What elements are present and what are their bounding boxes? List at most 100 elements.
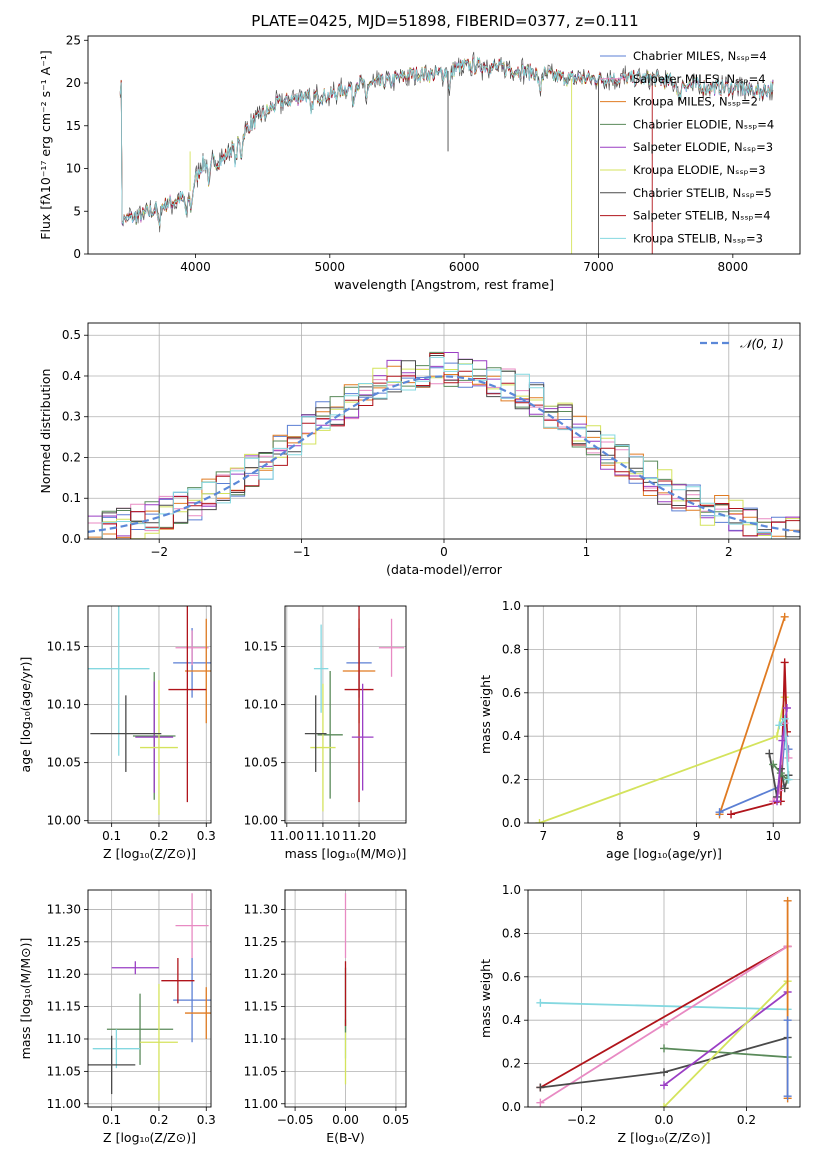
weight-marker <box>783 1092 792 1101</box>
y-tick-label: 5 <box>73 204 81 218</box>
x-tick-label: 0.05 <box>383 1113 410 1127</box>
y-tick-label: 10.00 <box>244 814 278 828</box>
weight-marker <box>535 819 544 823</box>
x-axis-label: mass [log₁₀(M/M⊙)] <box>285 846 407 861</box>
weight-marker <box>784 753 793 762</box>
x-axis-label: Z [log₁₀(Z/Z⊙)] <box>103 846 196 861</box>
legend-label: Salpeter STELIB, Nₛₛₚ=4 <box>633 209 771 223</box>
weight-marker <box>778 736 787 745</box>
x-axis-label: Z [log₁₀(Z/Z⊙)] <box>103 1130 196 1145</box>
y-tick-label: 0.2 <box>62 450 81 464</box>
weight-marker <box>765 749 774 758</box>
weight-marker <box>769 760 778 769</box>
legend-label: Salpeter ELODIE, Nₛₛₚ=3 <box>633 140 773 154</box>
weight-marker <box>780 658 789 667</box>
x-tick-label: 7000 <box>583 260 614 274</box>
plot-area-mass-age <box>304 606 405 812</box>
axes-frame <box>87 605 212 824</box>
x-tick-label: −1 <box>293 545 311 559</box>
x-tick-label: 0.1 <box>102 829 121 843</box>
weight-marker <box>780 714 789 723</box>
legend-label: Chabrier ELODIE, Nₛₛₚ=4 <box>633 117 774 131</box>
y-tick-label: 11.30 <box>47 902 81 916</box>
legend-label: Chabrier MILES, Nₛₛₚ=4 <box>633 49 767 63</box>
y-tick-label: 10.05 <box>47 756 81 770</box>
legend-label: Chabrier STELIB, Nₛₛₚ=5 <box>633 186 772 200</box>
weight-marker <box>715 808 724 817</box>
axes-frame <box>87 889 212 1108</box>
y-axis-label: mass weight <box>478 959 493 1038</box>
x-tick-label: 11.20 <box>342 829 376 843</box>
x-tick-label: 0.3 <box>197 1113 216 1127</box>
y-tick-label: 0.2 <box>502 1057 521 1071</box>
spectrum-series-8 <box>119 56 774 227</box>
weight-marker <box>783 1016 792 1025</box>
y-tick-label: 0.4 <box>502 1013 521 1027</box>
y-axis-label: mass weight <box>478 675 493 754</box>
spectrum-legend: Chabrier MILES, Nₛₛₚ=4 Salpeter MILES, Nₛ… <box>600 49 774 245</box>
y-tick-label: 10.00 <box>47 814 81 828</box>
legend-label: Kroupa MILES, Nₛₛₚ=2 <box>633 95 758 109</box>
y-axis-label: mass [log₁₀(M/M⊙)] <box>18 938 33 1060</box>
x-axis-label: (data-model)/error <box>386 562 503 577</box>
weight-marker <box>660 1068 668 1077</box>
y-tick-label: 0.1 <box>62 491 81 505</box>
y-tick-label: 11.05 <box>47 1064 81 1078</box>
weight-marker <box>775 721 784 730</box>
x-axis-label: Z [log₁₀(Z/Z⊙)] <box>618 1130 711 1145</box>
y-tick-label: 0.0 <box>502 1100 521 1114</box>
y-tick-label: 1.0 <box>502 883 521 897</box>
weight-marker <box>784 775 793 784</box>
x-tick-label: 7 <box>540 829 548 843</box>
x-tick-label: 0.2 <box>149 1113 168 1127</box>
axes-frame <box>87 322 801 540</box>
y-tick-label: 11.25 <box>47 935 81 949</box>
y-tick-label: 10 <box>66 162 81 176</box>
y-tick-label: 11.15 <box>47 1000 81 1014</box>
weight-marker <box>783 896 792 905</box>
y-tick-label: 0.6 <box>502 686 521 700</box>
y-tick-label: 0.0 <box>502 816 521 830</box>
x-tick-label: 0.1 <box>102 1113 121 1127</box>
y-tick-label: 10.15 <box>47 640 81 654</box>
histogram-8 <box>88 356 800 539</box>
panel-spectrum: 4000 5000 6000 7000 8000 0 5 10 15 20 25 wavelength… <box>38 33 801 292</box>
legend-label: Kroupa STELIB, Nₛₛₚ=3 <box>633 231 763 245</box>
y-tick-label: 0.4 <box>502 729 521 743</box>
y-tick-label: 20 <box>66 76 81 90</box>
x-tick-label: −0.05 <box>277 1113 314 1127</box>
gaussian-legend-label: 𝒩(0, 1) <box>740 337 784 351</box>
weight-marker <box>780 784 789 793</box>
x-tick-label: 0.2 <box>149 829 168 843</box>
x-tick-label: 11.10 <box>306 829 340 843</box>
panel-age-weight: 7 8 9 10 0.0 0.2 0.4 0.6 0.8 1.0 age [log₁₀(age/yr… <box>478 599 801 861</box>
weight-marker <box>780 612 789 621</box>
plot-area-z-mass <box>88 893 211 1101</box>
y-tick-label: 11.30 <box>244 902 278 916</box>
legend-label: Kroupa ELODIE, Nₛₛₚ=3 <box>633 163 766 177</box>
x-tick-label: 10 <box>766 829 781 843</box>
y-axis-label: age [log₁₀(age/yr)] <box>18 657 33 773</box>
x-axis-label: age [log₁₀(age/yr)] <box>606 846 722 861</box>
weight-marker <box>776 769 785 778</box>
x-tick-label: 8 <box>616 829 624 843</box>
axes-frame <box>284 605 407 824</box>
x-axis-label: E(B-V) <box>326 1130 365 1145</box>
weight-line-5 <box>663 991 789 1087</box>
x-tick-label: 1 <box>583 545 591 559</box>
x-tick-label: 4000 <box>180 260 211 274</box>
panel-z-age: 0.1 0.2 0.3 10.00 10.05 10.10 10.15 Z [log₁₀(Z/… <box>18 605 216 861</box>
weight-marker <box>782 703 791 712</box>
x-tick-label: 0.0 <box>654 1113 673 1127</box>
plot-area-spectrum <box>119 51 774 254</box>
y-tick-label: 11.20 <box>47 967 81 981</box>
weight-line-4 <box>663 1047 788 1058</box>
y-tick-label: 0.6 <box>502 970 521 984</box>
gaussian-curve <box>88 375 800 533</box>
axes-frame <box>87 35 801 255</box>
panel-mass-age: 11.00 11.10 11.20 10.00 10.05 10.10 10.15 mass … <box>244 605 407 861</box>
weight-line-1 <box>539 945 789 1089</box>
y-tick-label: 10.15 <box>244 640 278 654</box>
x-tick-label: −0.2 <box>567 1113 596 1127</box>
